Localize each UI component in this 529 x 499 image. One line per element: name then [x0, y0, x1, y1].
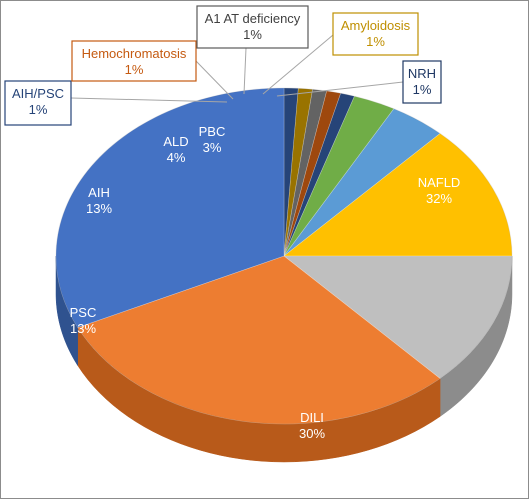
data-label-pbc: PBC 3% [199, 124, 226, 155]
leader-line-a1-at-deficiency [243, 47, 247, 95]
data-label-aih-psc: AIH/PSC 1% [12, 86, 64, 117]
leader-line-nrh [276, 81, 404, 97]
callout-box-a1-at-deficiency [196, 5, 309, 49]
data-label-nafld: NAFLD 32% [418, 175, 461, 206]
pie-slice-psc [283, 255, 513, 379]
leader-line-amyloidosis [262, 34, 334, 95]
pie-side-nafld [55, 255, 78, 367]
pie-slice-dili [77, 255, 441, 425]
pie-slice-nafld [55, 87, 285, 328]
data-label-a1-at-deficiency: A1 AT deficiency 1% [205, 11, 301, 42]
data-label-hemochromatosis: Hemochromatosis 1% [82, 46, 187, 77]
callout-box-hemochromatosis [71, 40, 197, 82]
pie-slice-amyloidosis [283, 88, 313, 257]
data-label-ald: ALD 4% [163, 134, 188, 165]
data-label-dili: DILI 30% [299, 410, 325, 441]
leader-line-aih-psc [70, 97, 228, 103]
callout-box-nrh [402, 60, 442, 104]
data-label-aih: AIH 13% [86, 185, 112, 216]
pie-slice-a1-at-deficiency [283, 88, 328, 257]
data-label-amyloidosis: Amyloidosis 1% [341, 18, 411, 49]
pie-slice-pbc [283, 95, 395, 257]
data-label-psc: PSC 13% [70, 305, 97, 336]
pie-slice-ald [283, 108, 441, 257]
leader-line-hemochromatosis [195, 60, 234, 100]
data-label-nrh: NRH 1% [408, 66, 436, 97]
pie-slice-aih [283, 133, 513, 257]
callout-box-amyloidosis [332, 12, 419, 56]
pie-slice-aih-psc [283, 92, 355, 257]
pie-rim [55, 87, 513, 425]
callout-box-aih-psc [4, 80, 72, 126]
pie-slice-hemochromatosis [283, 90, 342, 257]
pie-slice-nrh [283, 87, 299, 257]
